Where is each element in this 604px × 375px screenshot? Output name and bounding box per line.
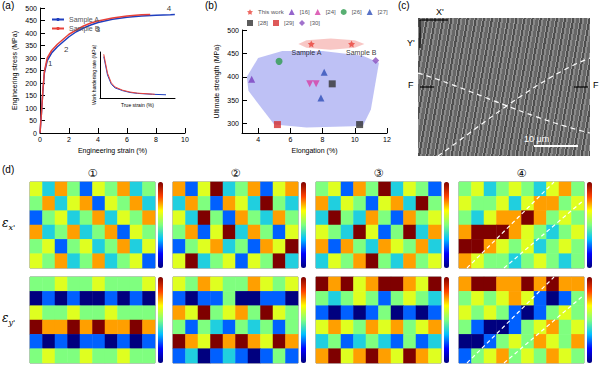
svg-text:12: 12 (383, 136, 391, 143)
html-text:Y': Y' (407, 38, 415, 48)
svg-text:350: 350 (227, 97, 239, 104)
svg-text:8: 8 (321, 136, 325, 143)
svg-text:Engineering stress (MPa): Engineering stress (MPa) (11, 31, 19, 110)
html-text:(c): (c) (398, 0, 410, 11)
svg-text:Sample A: Sample A (69, 16, 99, 24)
svg-text:0: 0 (33, 130, 37, 137)
svg-text:4: 4 (167, 4, 172, 13)
svg-text:450: 450 (25, 17, 37, 24)
svg-text:(b): (b) (205, 0, 217, 11)
svg-text:100: 100 (25, 105, 37, 112)
svg-text:10: 10 (351, 136, 359, 143)
svg-text:(d): (d) (2, 164, 14, 175)
svg-text:[28]: [28] (258, 20, 268, 26)
svg-text:2: 2 (67, 136, 71, 143)
svg-text:8: 8 (154, 136, 158, 143)
svg-text:400: 400 (25, 30, 37, 37)
svg-text:0: 0 (38, 136, 42, 143)
svg-text:6: 6 (288, 136, 292, 143)
svg-text:④: ④ (517, 167, 527, 180)
svg-text:450: 450 (227, 50, 239, 57)
svg-text:(a): (a) (2, 0, 14, 11)
svg-text:50: 50 (29, 117, 37, 124)
svg-text:[29]: [29] (284, 20, 294, 26)
svg-text:True strain (%): True strain (%) (121, 102, 154, 108)
svg-text:Elongation (%): Elongation (%) (292, 147, 338, 155)
svg-text:This work: This work (258, 9, 285, 15)
html-text:X': X' (436, 7, 444, 17)
svg-text:1: 1 (48, 59, 53, 68)
svg-text:②: ② (231, 167, 241, 180)
svg-text:150: 150 (25, 92, 37, 99)
svg-text:400: 400 (227, 73, 239, 80)
svg-text:[24]: [24] (326, 9, 336, 15)
svg-text:③: ③ (374, 167, 384, 180)
svg-text:500: 500 (25, 5, 37, 12)
svg-text:Work hardening rate (MPa): Work hardening rate (MPa) (91, 45, 97, 106)
html-text:εx': εx' (2, 216, 16, 233)
html-text:εy': εy' (2, 311, 16, 328)
svg-text:4: 4 (256, 136, 260, 143)
html-text:10 μm: 10 μm (524, 134, 550, 144)
svg-text:Sample B: Sample B (346, 49, 377, 57)
svg-text:500: 500 (227, 27, 239, 34)
svg-text:[27]: [27] (378, 9, 388, 15)
svg-text:[26]: [26] (352, 9, 362, 15)
svg-text:10: 10 (181, 136, 189, 143)
svg-text:[30]: [30] (310, 20, 320, 26)
svg-text:[16]: [16] (300, 9, 310, 15)
svg-text:300: 300 (227, 120, 239, 127)
svg-text:Sample B: Sample B (69, 25, 100, 33)
svg-text:Sample A: Sample A (291, 49, 321, 57)
svg-text:2: 2 (64, 45, 69, 54)
svg-text:350: 350 (25, 42, 37, 49)
svg-text:6: 6 (125, 136, 129, 143)
svg-text:300: 300 (25, 55, 37, 62)
svg-text:200: 200 (25, 80, 37, 87)
svg-text:4: 4 (96, 136, 100, 143)
svg-text:①: ① (88, 167, 98, 180)
html-text:F: F (408, 80, 414, 90)
svg-text:Ultimate strength (MPa): Ultimate strength (MPa) (213, 45, 221, 119)
svg-text:250: 250 (25, 67, 37, 74)
svg-text:Engineering strain (%): Engineering strain (%) (78, 147, 147, 155)
html-text:F: F (593, 80, 599, 90)
